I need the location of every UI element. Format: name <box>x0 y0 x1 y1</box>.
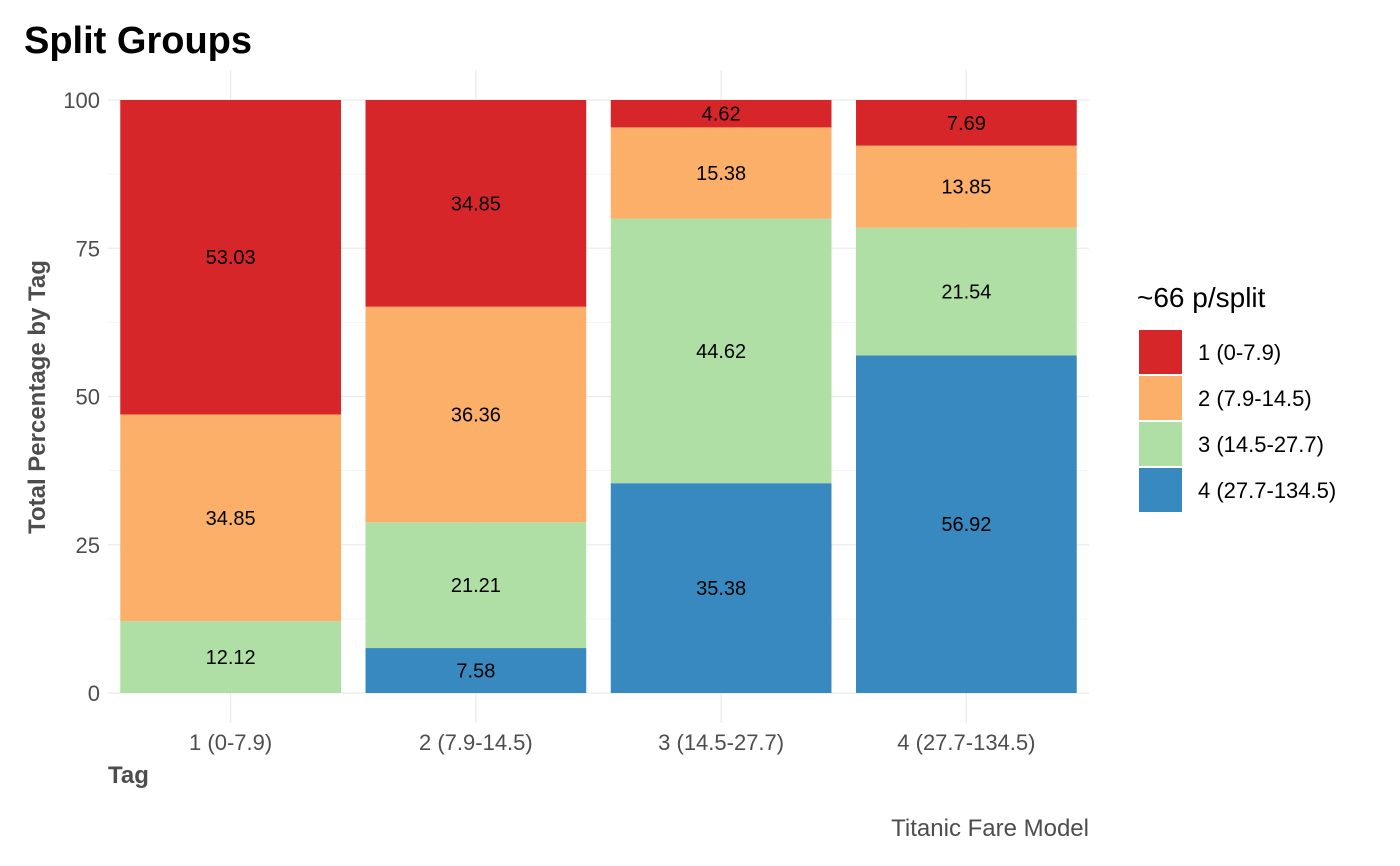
bar-value-label: 56.92 <box>941 514 991 536</box>
bar-value-label: 21.54 <box>941 282 991 304</box>
legend-items: 1 (0-7.9) 2 (7.9-14.5) 3 (14.5-27.7) 4 (27.… <box>1139 330 1336 512</box>
legend-key <box>1139 422 1182 466</box>
x-tick-label: 2 (7.9-14.5) <box>419 730 533 755</box>
bar-value-label: 34.85 <box>206 508 256 530</box>
bar-segment <box>610 127 832 219</box>
chart-caption: Titanic Fare Model <box>891 815 1089 842</box>
bar-segment <box>365 100 587 307</box>
bar-segment <box>365 648 587 693</box>
y-tick-label: 50 <box>76 385 100 410</box>
legend-key <box>1139 330 1182 374</box>
bar-value-label: 15.38 <box>696 163 746 185</box>
legend-title: ~66 p/split <box>1137 282 1266 313</box>
legend-label: 3 (14.5-27.7) <box>1198 432 1324 457</box>
bar-segment <box>120 414 341 622</box>
legend-label: 2 (7.9-14.5) <box>1198 386 1312 411</box>
bar-segment <box>856 227 1077 356</box>
bar-value-label: 7.58 <box>456 661 495 683</box>
bar-segment <box>856 355 1077 693</box>
bar-value-label: 7.69 <box>947 113 986 135</box>
legend-label: 1 (0-7.9) <box>1198 340 1281 365</box>
bar-segment <box>610 483 832 693</box>
bar-value-label: 21.21 <box>451 575 501 597</box>
legend-key <box>1139 376 1182 420</box>
bar-value-label: 36.36 <box>451 404 501 426</box>
x-tick-label: 3 (14.5-27.7) <box>658 730 784 755</box>
bar-value-label: 35.38 <box>696 578 746 600</box>
bar-value-label: 34.85 <box>451 193 501 215</box>
bar-value-label: 44.62 <box>696 341 746 363</box>
bar-segment <box>610 100 832 128</box>
bar-segment <box>365 522 587 649</box>
bar-segment <box>365 306 587 523</box>
legend-label: 4 (27.7-134.5) <box>1198 478 1336 503</box>
bar-value-label: 4.62 <box>702 104 741 126</box>
y-tick-label: 25 <box>76 533 100 558</box>
x-tick-label: 4 (27.7-134.5) <box>897 730 1035 755</box>
x-axis-title: Tag <box>108 762 149 789</box>
legend-key <box>1139 468 1182 512</box>
bar-segment <box>856 100 1077 146</box>
bar-value-label: 13.85 <box>941 177 991 199</box>
y-tick-label: 0 <box>88 681 100 706</box>
bar-value-labels: 12.12 34.85 53.03 7.58 21.21 36.36 34.85 35.38 4… <box>206 104 992 683</box>
bar-segment <box>120 100 341 415</box>
y-tick-label: 75 <box>76 236 100 261</box>
legend: ~66 p/split 1 (0-7.9) 2 (7.9-14.5) 3 (14.5… <box>1137 282 1336 512</box>
bar-value-label: 12.12 <box>206 647 256 669</box>
chart-title: Split Groups <box>24 20 252 62</box>
bars <box>120 100 1077 693</box>
y-axis-title: Total Percentage by Tag <box>24 260 51 534</box>
x-axis-ticks: 1 (0-7.9) 2 (7.9-14.5) 3 (14.5-27.7) 4 (27.… <box>189 730 1035 755</box>
bar-value-label: 53.03 <box>206 247 256 269</box>
y-axis-ticks: 0 25 50 75 100 <box>63 88 100 706</box>
x-tick-label: 1 (0-7.9) <box>189 730 272 755</box>
y-tick-label: 100 <box>63 88 100 113</box>
bar-segment <box>610 218 832 484</box>
bar-segment <box>120 621 341 693</box>
bar-segment <box>856 145 1077 228</box>
